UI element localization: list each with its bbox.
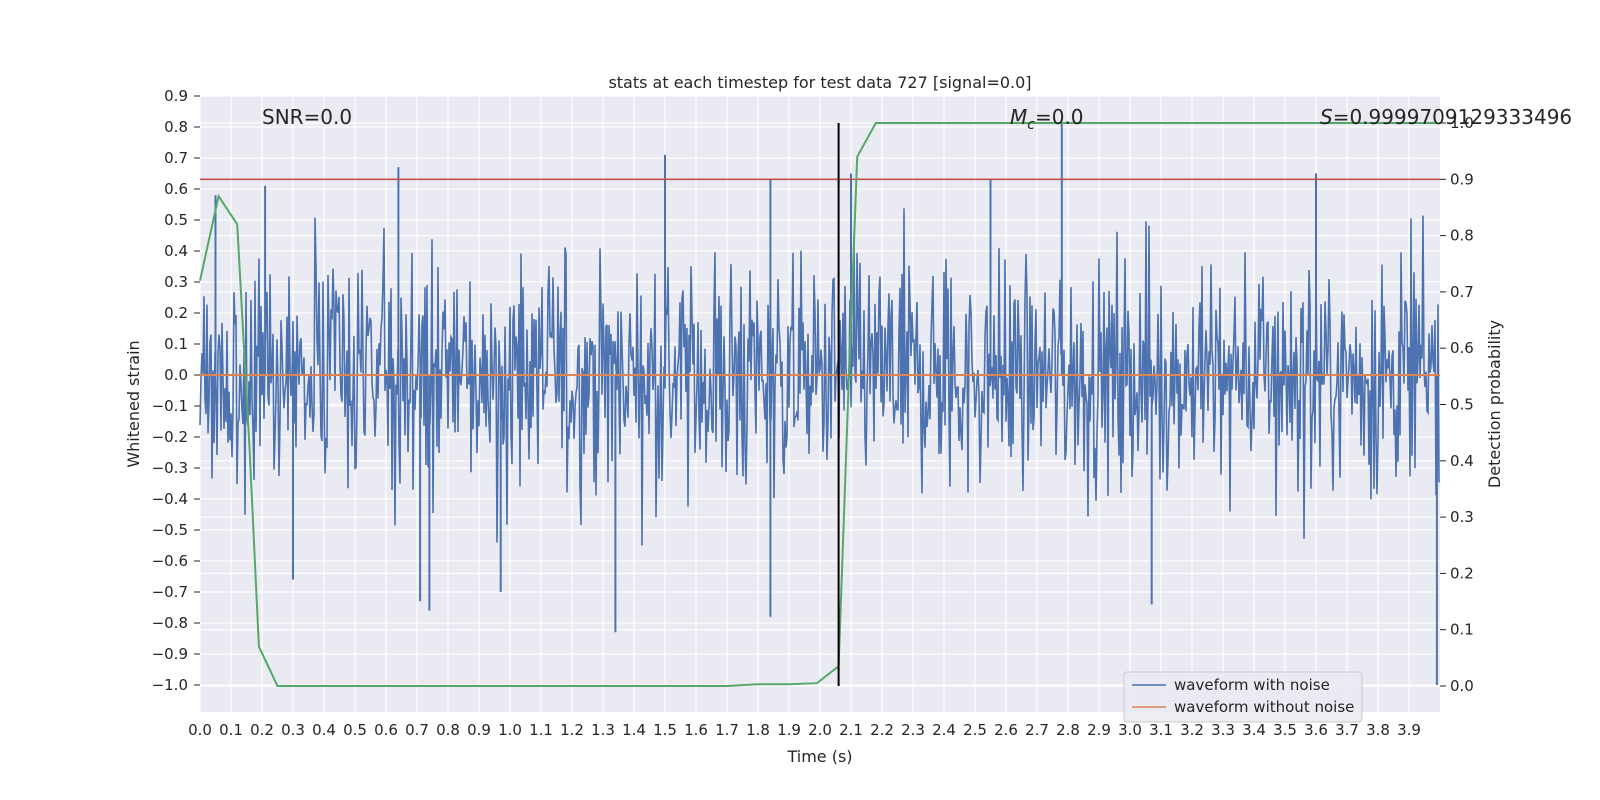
y-tick-label: −0.8 [152, 614, 188, 632]
x-tick-label: 0.8 [436, 721, 460, 739]
x-tick-label: 1.4 [622, 721, 646, 739]
score-value: =0.9999709129333496 [1333, 105, 1572, 129]
x-tick-label: 1.9 [777, 721, 801, 739]
x-tick-label: 1.2 [560, 721, 584, 739]
score-symbol: S [1320, 105, 1333, 129]
x-tick-label: 2.2 [870, 721, 894, 739]
y-tick-label: 0.3 [164, 273, 188, 291]
y-tick-label: 0.9 [164, 87, 188, 105]
x-tick-label: 1.8 [746, 721, 770, 739]
x-tick-label: 2.3 [901, 721, 925, 739]
y2-tick-label: 1.0 [1450, 114, 1474, 132]
y-tick-label: −1.0 [152, 676, 188, 694]
x-tick-label: 2.7 [1025, 721, 1049, 739]
x-tick-label: 3.8 [1366, 721, 1390, 739]
legend-label-clean: waveform without noise [1174, 698, 1354, 716]
lines-layer [199, 122, 1440, 687]
x-tick-label: 2.9 [1087, 721, 1111, 739]
x-tick-label: 1.7 [715, 721, 739, 739]
x-tick-label: 0.9 [467, 721, 491, 739]
x-tick-label: 1.6 [684, 721, 708, 739]
y-tick-label: 0.8 [164, 118, 188, 136]
x-tick-label: 2.4 [932, 721, 956, 739]
y-tick-label: 0.6 [164, 180, 188, 198]
x-tick-label: 0.3 [281, 721, 305, 739]
score-annotation: S=0.9999709129333496 [1320, 105, 1572, 129]
y2-tick-label: 0.9 [1450, 170, 1474, 188]
x-tick-label: 3.9 [1397, 721, 1421, 739]
y-tick-label: 0.4 [164, 242, 188, 260]
y2-tick-label: 0.7 [1450, 283, 1474, 301]
x-tick-label: 3.4 [1242, 721, 1266, 739]
x-tick-label: 3.7 [1335, 721, 1359, 739]
x-tick-label: 0.0 [188, 721, 212, 739]
x-tick-label: 0.6 [374, 721, 398, 739]
y2-tick-label: 0.5 [1450, 396, 1474, 414]
x-tick-label: 0.4 [312, 721, 336, 739]
y-tick-label: 0.1 [164, 335, 188, 353]
waveform-with-noise [199, 208, 1440, 546]
x-tick-label: 1.5 [653, 721, 677, 739]
x-tick-label: 2.5 [963, 721, 987, 739]
chirp-mass-value: =0.0 [1035, 105, 1084, 129]
y-tick-label: −0.4 [152, 490, 188, 508]
y-tick-label: 0.2 [164, 304, 188, 322]
y2-axis-label: Detection probability [1485, 320, 1504, 488]
y2-tick-label: 0.6 [1450, 339, 1474, 357]
y-tick-label: −0.3 [152, 459, 188, 477]
x-tick-label: 3.0 [1118, 721, 1142, 739]
x-tick-label: 1.1 [529, 721, 553, 739]
legend-box [1123, 671, 1363, 723]
x-tick-label: 0.5 [343, 721, 367, 739]
y-tick-label: 0.0 [164, 366, 188, 384]
noise-series [199, 123, 1440, 685]
x-tick-label: 1.3 [591, 721, 615, 739]
y-tick-label: 0.7 [164, 149, 188, 167]
legend-label-noise: waveform with noise [1174, 676, 1330, 694]
x-tick-label: 2.6 [994, 721, 1018, 739]
chirp-mass-symbol: M [1010, 105, 1027, 129]
y-tick-label: −0.6 [152, 552, 188, 570]
y2-tick-label: 0.0 [1450, 677, 1474, 695]
y2-tick-label: 0.4 [1450, 452, 1474, 470]
snr-annotation: SNR=0.0 [262, 105, 352, 129]
x-tick-label: 3.2 [1180, 721, 1204, 739]
y-tick-label: −0.2 [152, 428, 188, 446]
y-tick-label: −0.1 [152, 397, 188, 415]
x-tick-label: 0.1 [219, 721, 243, 739]
y-tick-label: 0.5 [164, 211, 188, 229]
x-tick-label: 3.3 [1211, 721, 1235, 739]
chirp-mass-annotation: Mc=0.0 [1010, 105, 1084, 133]
x-axis-label: Time (s) [786, 747, 852, 766]
y-tick-labels: 0.9 0.8 0.7 0.6 0.5 0.4 0.3 0.2 0.1 0.0 −0.1 −0.2 −0… [152, 87, 200, 694]
x-tick-label: 0.7 [405, 721, 429, 739]
y2-tick-label: 0.3 [1450, 508, 1474, 526]
chirp-mass-subscript: c [1027, 117, 1035, 133]
detection-probability-line [199, 122, 1437, 687]
chart-title: stats at each timestep for test data 727… [608, 73, 1031, 92]
y-axis-label: Whitened strain [124, 340, 143, 467]
x-tick-label: 2.0 [808, 721, 832, 739]
y-tick-label: −0.5 [152, 521, 188, 539]
y-tick-label: −0.7 [152, 583, 188, 601]
x-tick-label: 3.1 [1149, 721, 1173, 739]
x-tick-label: 1.0 [498, 721, 522, 739]
x-tick-label: 2.8 [1056, 721, 1080, 739]
x-tick-label: 3.6 [1304, 721, 1328, 739]
x-tick-labels: 0.0 0.1 0.2 0.3 0.4 0.5 0.6 0.7 0.8 0.9 1.0 1.1 1.2 1… [188, 721, 1421, 739]
y2-tick-label: 0.8 [1450, 227, 1474, 245]
legend: waveform with noise waveform without noi… [1123, 671, 1363, 723]
y2-tick-labels: 1.0 0.9 0.8 0.7 0.6 0.5 0.4 0.3 0.2 0.1 0.0 [1440, 114, 1474, 695]
x-tick-label: 2.1 [839, 721, 863, 739]
y-tick-label: −0.9 [152, 645, 188, 663]
y2-tick-label: 0.1 [1450, 621, 1474, 639]
x-tick-label: 0.2 [250, 721, 274, 739]
x-tick-label: 3.5 [1273, 721, 1297, 739]
y2-tick-label: 0.2 [1450, 564, 1474, 582]
